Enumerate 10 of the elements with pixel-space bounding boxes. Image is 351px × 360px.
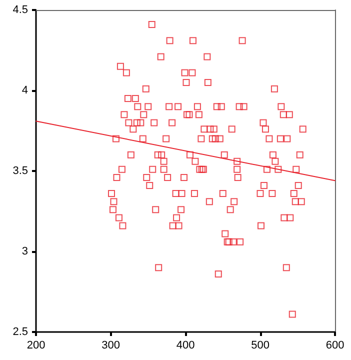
y-tick-label: 4.5 (12, 4, 28, 16)
y-tick-label: 3.5 (12, 165, 28, 177)
y-tick-label: 2.5 (12, 326, 28, 338)
x-tick-label: 300 (102, 340, 120, 352)
x-tick-label: 400 (176, 340, 195, 352)
x-tick-label: 200 (26, 340, 46, 352)
x-tick-label: 500 (251, 340, 270, 352)
x-tick-label: 600 (326, 340, 344, 352)
y-tick-label: 3 (22, 246, 28, 258)
y-tick-label: 4 (22, 84, 28, 96)
